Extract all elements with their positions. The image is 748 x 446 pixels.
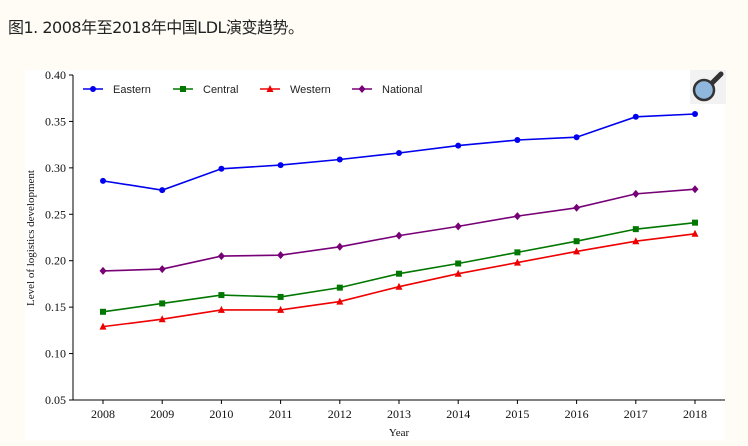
data-point-western bbox=[573, 247, 581, 255]
legend-label: Eastern bbox=[113, 84, 151, 96]
x-tick-label: 2015 bbox=[505, 407, 529, 421]
legend-label: National bbox=[382, 84, 422, 96]
x-tick-label: 2011 bbox=[269, 407, 293, 421]
x-tick-label: 2010 bbox=[209, 407, 233, 421]
data-point-national bbox=[632, 189, 640, 198]
data-point-central bbox=[632, 226, 639, 233]
zoom-button[interactable] bbox=[690, 70, 726, 104]
legend-item-central: Central bbox=[173, 84, 238, 96]
data-point-central bbox=[692, 219, 698, 226]
data-point-central bbox=[455, 260, 462, 267]
data-point-eastern bbox=[159, 187, 166, 194]
legend-item-eastern: Eastern bbox=[83, 84, 151, 96]
x-tick-label: 2017 bbox=[624, 407, 648, 421]
legend-label: Western bbox=[290, 84, 331, 96]
y-tick-label: 0.30 bbox=[45, 161, 66, 175]
y-tick-label: 0.10 bbox=[45, 347, 66, 361]
data-point-eastern bbox=[277, 162, 284, 169]
data-point-national bbox=[573, 203, 581, 212]
x-axis-label: Year bbox=[389, 427, 410, 439]
data-point-central bbox=[573, 238, 580, 245]
data-point-western bbox=[454, 269, 462, 277]
data-point-western bbox=[336, 297, 344, 305]
data-point-western bbox=[691, 229, 699, 237]
data-point-eastern bbox=[632, 113, 639, 120]
series-national bbox=[99, 185, 699, 275]
series-eastern bbox=[100, 111, 698, 194]
magnifier-icon bbox=[692, 71, 724, 102]
data-point-western bbox=[277, 305, 285, 313]
x-tick-label: 2018 bbox=[683, 407, 707, 421]
data-point-national bbox=[217, 252, 225, 261]
data-point-central bbox=[396, 270, 402, 277]
data-point-eastern bbox=[514, 137, 521, 143]
x-tick-label: 2014 bbox=[446, 407, 470, 421]
x-tick-label: 2009 bbox=[150, 407, 174, 421]
y-tick-label: 0.20 bbox=[45, 254, 66, 268]
legend-marker bbox=[90, 86, 96, 92]
data-point-eastern bbox=[336, 156, 343, 163]
figure-caption: 图1. 2008年至2018年中国LDL演变趋势。 bbox=[8, 18, 304, 37]
data-point-western bbox=[99, 322, 107, 330]
data-point-western bbox=[217, 305, 225, 313]
x-tick-label: 2012 bbox=[328, 407, 352, 421]
data-point-central bbox=[159, 300, 166, 307]
data-point-central bbox=[277, 293, 284, 300]
data-point-national bbox=[395, 231, 403, 240]
x-tick-label: 2016 bbox=[565, 407, 589, 421]
data-point-national bbox=[513, 212, 521, 221]
legend-item-western: Western bbox=[260, 84, 331, 96]
data-point-eastern bbox=[100, 177, 106, 184]
y-tick-label: 0.40 bbox=[45, 68, 66, 82]
chart-background bbox=[25, 70, 725, 440]
data-point-central bbox=[218, 292, 225, 299]
data-point-eastern bbox=[573, 134, 580, 141]
data-point-eastern bbox=[396, 150, 402, 156]
data-point-national bbox=[158, 265, 166, 274]
x-tick-label: 2008 bbox=[91, 407, 115, 421]
legend-marker bbox=[358, 85, 366, 93]
y-tick-label: 0.05 bbox=[45, 393, 66, 407]
data-point-central bbox=[336, 284, 343, 291]
series-western bbox=[99, 229, 699, 330]
legend-marker bbox=[266, 85, 274, 92]
x-tick-label: 2013 bbox=[387, 407, 411, 421]
data-point-national bbox=[691, 185, 699, 194]
data-point-eastern bbox=[218, 165, 225, 172]
data-point-central bbox=[514, 249, 521, 256]
y-tick-label: 0.35 bbox=[45, 114, 66, 128]
data-point-eastern bbox=[455, 142, 462, 149]
data-point-national bbox=[99, 266, 107, 275]
data-point-national bbox=[336, 242, 344, 251]
data-point-eastern bbox=[692, 111, 698, 117]
data-point-western bbox=[513, 258, 521, 266]
y-tick-label: 0.25 bbox=[45, 207, 66, 221]
legend-label: Central bbox=[203, 84, 238, 96]
legend-marker bbox=[180, 86, 186, 92]
y-axis-label: Level of logistics development bbox=[25, 170, 37, 306]
data-point-western bbox=[158, 315, 166, 323]
data-point-western bbox=[632, 237, 640, 245]
data-point-central bbox=[100, 308, 106, 315]
data-point-western bbox=[395, 282, 403, 290]
y-tick-label: 0.15 bbox=[45, 300, 66, 314]
legend-item-national: National bbox=[352, 84, 422, 96]
data-point-national bbox=[277, 251, 285, 260]
data-point-national bbox=[454, 222, 462, 231]
series-central bbox=[100, 219, 698, 315]
